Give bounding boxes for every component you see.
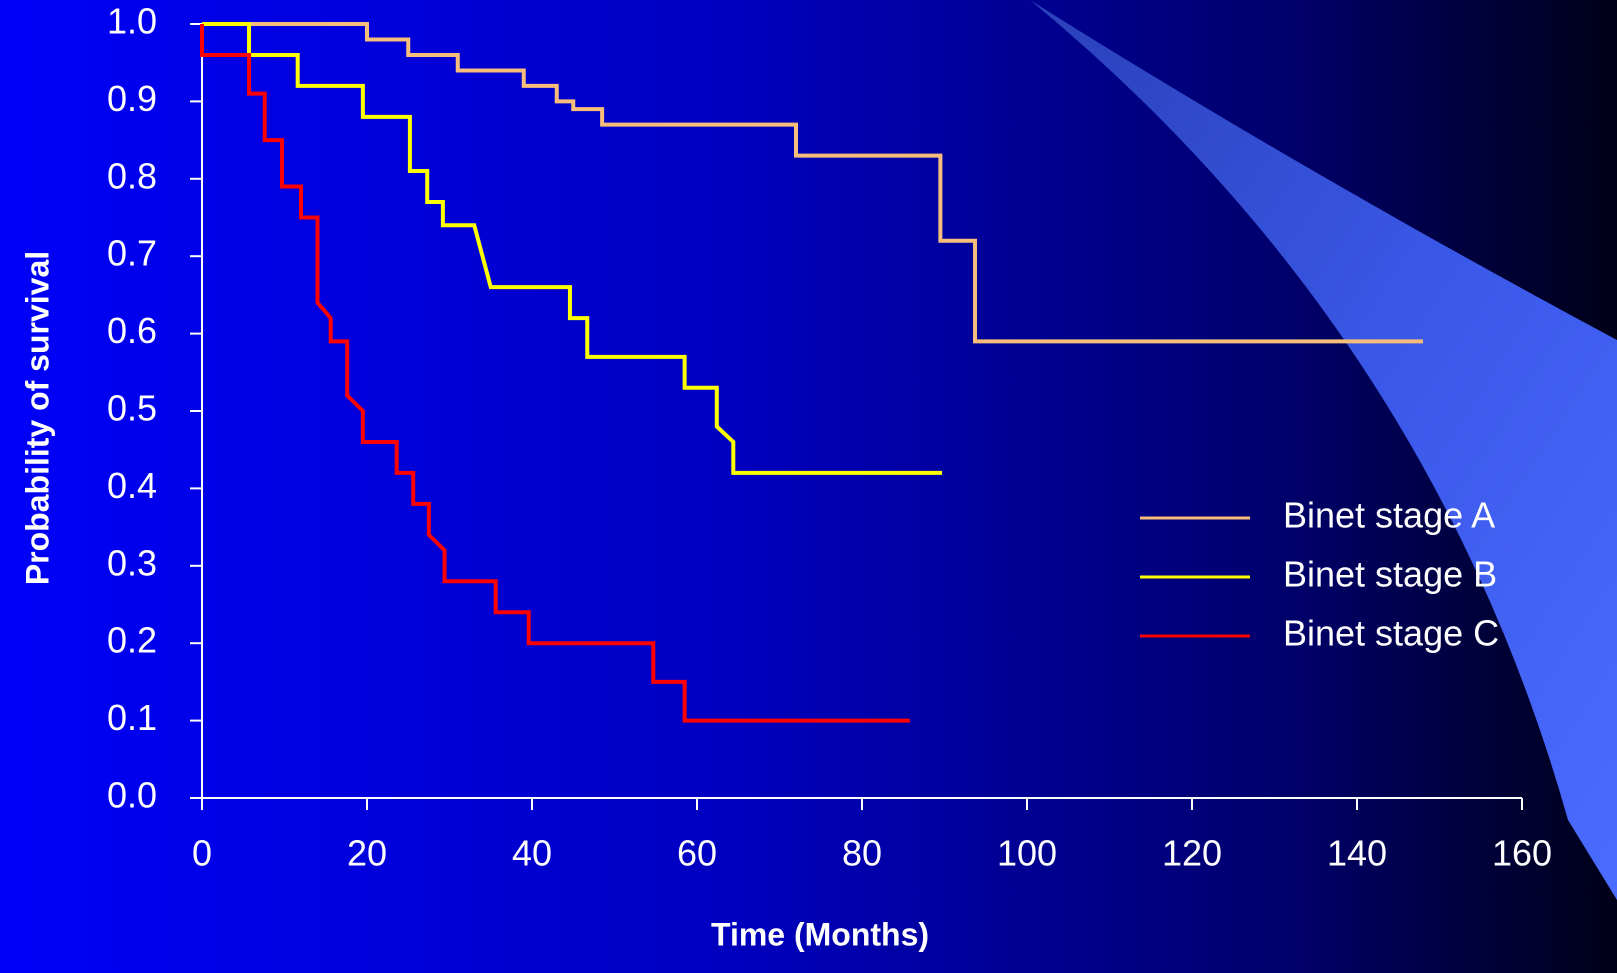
x-tick-label: 0: [192, 833, 212, 874]
y-tick-label: 0.3: [107, 542, 157, 583]
y-tick-label: 1.0: [107, 1, 157, 42]
background: [0, 0, 1617, 973]
x-tick-label: 60: [677, 833, 717, 874]
y-tick-label: 0.7: [107, 233, 157, 274]
y-tick-label: 0.6: [107, 310, 157, 351]
legend-label: Binet stage C: [1283, 613, 1499, 654]
y-tick-label: 0.1: [107, 697, 157, 738]
x-tick-label: 80: [842, 833, 882, 874]
x-tick-label: 20: [347, 833, 387, 874]
x-tick-label: 40: [512, 833, 552, 874]
x-tick-label: 120: [1162, 833, 1222, 874]
y-tick-label: 0.0: [107, 775, 157, 816]
y-tick-label: 0.4: [107, 465, 157, 506]
x-axis-title: Time (Months): [711, 916, 929, 952]
legend-label: Binet stage A: [1283, 495, 1495, 536]
x-tick-label: 160: [1492, 833, 1552, 874]
y-tick-label: 0.9: [107, 78, 157, 119]
y-tick-label: 0.5: [107, 388, 157, 429]
legend-label: Binet stage B: [1283, 554, 1497, 595]
x-tick-label: 140: [1327, 833, 1387, 874]
y-tick-label: 0.2: [107, 620, 157, 661]
x-tick-label: 100: [997, 833, 1057, 874]
y-tick-label: 0.8: [107, 155, 157, 196]
y-axis-title: Probability of survival: [19, 251, 55, 585]
chart: 0.0 0.1 0.2 0.3 0.4 0.5 0.6 0.7 0.8 0.9 1.0 0 20 40 60…: [0, 0, 1617, 973]
